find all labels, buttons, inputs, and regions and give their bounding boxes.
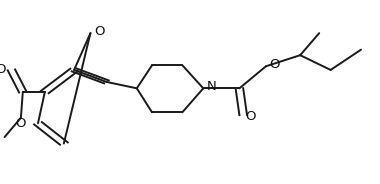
- Text: O: O: [269, 58, 280, 71]
- Text: O: O: [95, 25, 105, 38]
- Text: N: N: [207, 80, 217, 93]
- Text: O: O: [16, 117, 26, 130]
- Text: O: O: [245, 110, 256, 123]
- Text: O: O: [0, 63, 6, 76]
